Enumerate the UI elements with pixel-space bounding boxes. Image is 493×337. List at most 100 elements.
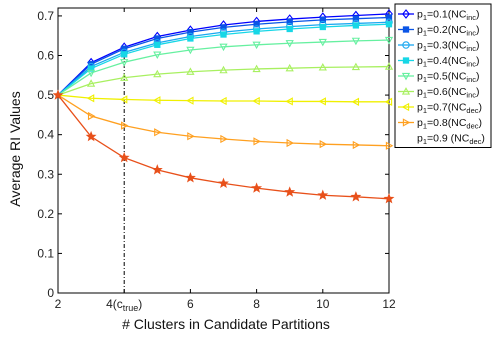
- data-point: [86, 79, 96, 87]
- series-line: [57, 94, 389, 103]
- data-point: [253, 137, 261, 146]
- data-point: [251, 182, 263, 193]
- data-point: [286, 138, 295, 148]
- y-tick-label: 0.2: [37, 207, 54, 221]
- data-point: [317, 189, 329, 200]
- legend-entry: p1=0.7(NCdec): [398, 102, 482, 116]
- data-point: [87, 111, 96, 121]
- data-point: [219, 43, 228, 52]
- data-point: [121, 121, 129, 130]
- legend-label: p1=0.4(NCinc): [417, 55, 480, 69]
- legend-swatch-marker: [402, 26, 410, 33]
- data-point: [86, 94, 95, 103]
- legend-entry: p1=0.8(NCdec): [398, 117, 482, 131]
- series-5: [57, 36, 394, 96]
- legend-entry: p1=0.9 (NCdec): [417, 133, 485, 147]
- data-point: [220, 134, 228, 144]
- y-tick-label: 0.5: [37, 88, 54, 102]
- data-point: [121, 51, 128, 58]
- data-point: [350, 191, 362, 202]
- y-axis-label: Average RI Values: [7, 91, 23, 206]
- series-1: [57, 9, 393, 96]
- data-point: [352, 140, 361, 150]
- data-point: [383, 193, 395, 204]
- y-tick-label: 0.3: [37, 167, 54, 181]
- data-point: [253, 28, 260, 35]
- series-line: [57, 65, 390, 96]
- data-point: [220, 24, 227, 31]
- data-point: [384, 97, 393, 106]
- legend: p1=0.1(NCinc)p1=0.2(NCinc)p1=0.3(NCinc)p…: [394, 3, 492, 148]
- y-tick-label: 0.1: [37, 246, 54, 260]
- data-point: [219, 96, 227, 106]
- series-layer: [52, 9, 395, 204]
- data-point: [385, 14, 393, 21]
- series-line: [57, 94, 390, 147]
- legend-entry: p1=0.5(NCinc): [398, 71, 480, 84]
- data-point: [184, 172, 196, 183]
- data-point: [319, 140, 328, 149]
- data-point: [285, 63, 294, 72]
- data-point: [252, 96, 260, 106]
- legend-label: p1=0.2(NCinc): [417, 24, 480, 38]
- legend-label: p1=0.9 (NCdec): [417, 133, 485, 147]
- axes: 0 0.1 0.2 0.3 0.4 0.5 0.6 0.7 2 4(ctrue) 6 8 10 12: [37, 7, 396, 313]
- series-9: [57, 94, 395, 204]
- data-point: [385, 21, 393, 28]
- x-tick-label: 4(ctrue): [106, 297, 142, 313]
- data-point: [285, 40, 294, 48]
- data-point: [319, 23, 326, 31]
- x-tick-label: 12: [382, 297, 396, 311]
- data-point: [220, 31, 227, 38]
- legend-swatch-marker: [401, 72, 411, 81]
- legend-swatch-marker: [402, 118, 411, 127]
- plot-frame: [57, 7, 390, 294]
- data-point-start: [52, 89, 64, 100]
- series-4: [57, 21, 393, 96]
- data-point: [286, 25, 293, 33]
- y-tick-label: 0.6: [37, 49, 54, 63]
- legend-label: p1=0.8(NCdec): [417, 117, 482, 131]
- data-point: [385, 141, 394, 150]
- series-8: [57, 94, 394, 150]
- data-point: [253, 21, 260, 28]
- data-point: [120, 73, 129, 81]
- data-point: [154, 41, 161, 48]
- legend-entry: p1=0.3(NCinc): [398, 40, 480, 54]
- data-point: [85, 130, 97, 142]
- legend-label: p1=0.3(NCinc): [417, 40, 480, 54]
- data-point: [218, 177, 229, 188]
- legend-label: p1=0.1(NCinc): [417, 9, 480, 23]
- data-point: [352, 15, 360, 22]
- legend-swatch-marker: [402, 9, 410, 19]
- data-point: [187, 132, 195, 141]
- data-point: [219, 65, 228, 74]
- data-point: [318, 63, 327, 71]
- legend-swatch-marker: [401, 87, 411, 95]
- legend-entry: p1=0.6(NCinc): [398, 86, 480, 100]
- legend-swatch-marker: [401, 102, 410, 112]
- data-point: [153, 69, 162, 78]
- data-point: [318, 97, 326, 106]
- data-point: [119, 95, 128, 104]
- data-point: [186, 46, 195, 55]
- series-7: [57, 94, 393, 106]
- legend-label: p1=0.7(NCdec): [417, 102, 482, 116]
- data-point: [151, 164, 163, 175]
- y-tick-label: 0.4: [37, 128, 54, 142]
- legend-swatch-marker: [402, 57, 410, 64]
- legend-label: p1=0.6(NCinc): [417, 86, 480, 100]
- x-tick-label: 2: [55, 297, 62, 311]
- data-point: [384, 62, 394, 70]
- data-point: [154, 35, 161, 42]
- data-point: [187, 35, 194, 42]
- legend-entry: p1=0.1(NCinc): [398, 9, 480, 23]
- data-point: [152, 96, 161, 105]
- series-6: [57, 62, 394, 96]
- data-point: [286, 18, 293, 26]
- data-point: [318, 38, 327, 47]
- data-point: [351, 37, 361, 46]
- legend-entry: p1=0.4(NCinc): [398, 55, 480, 69]
- legend-swatch-marker: [402, 41, 410, 49]
